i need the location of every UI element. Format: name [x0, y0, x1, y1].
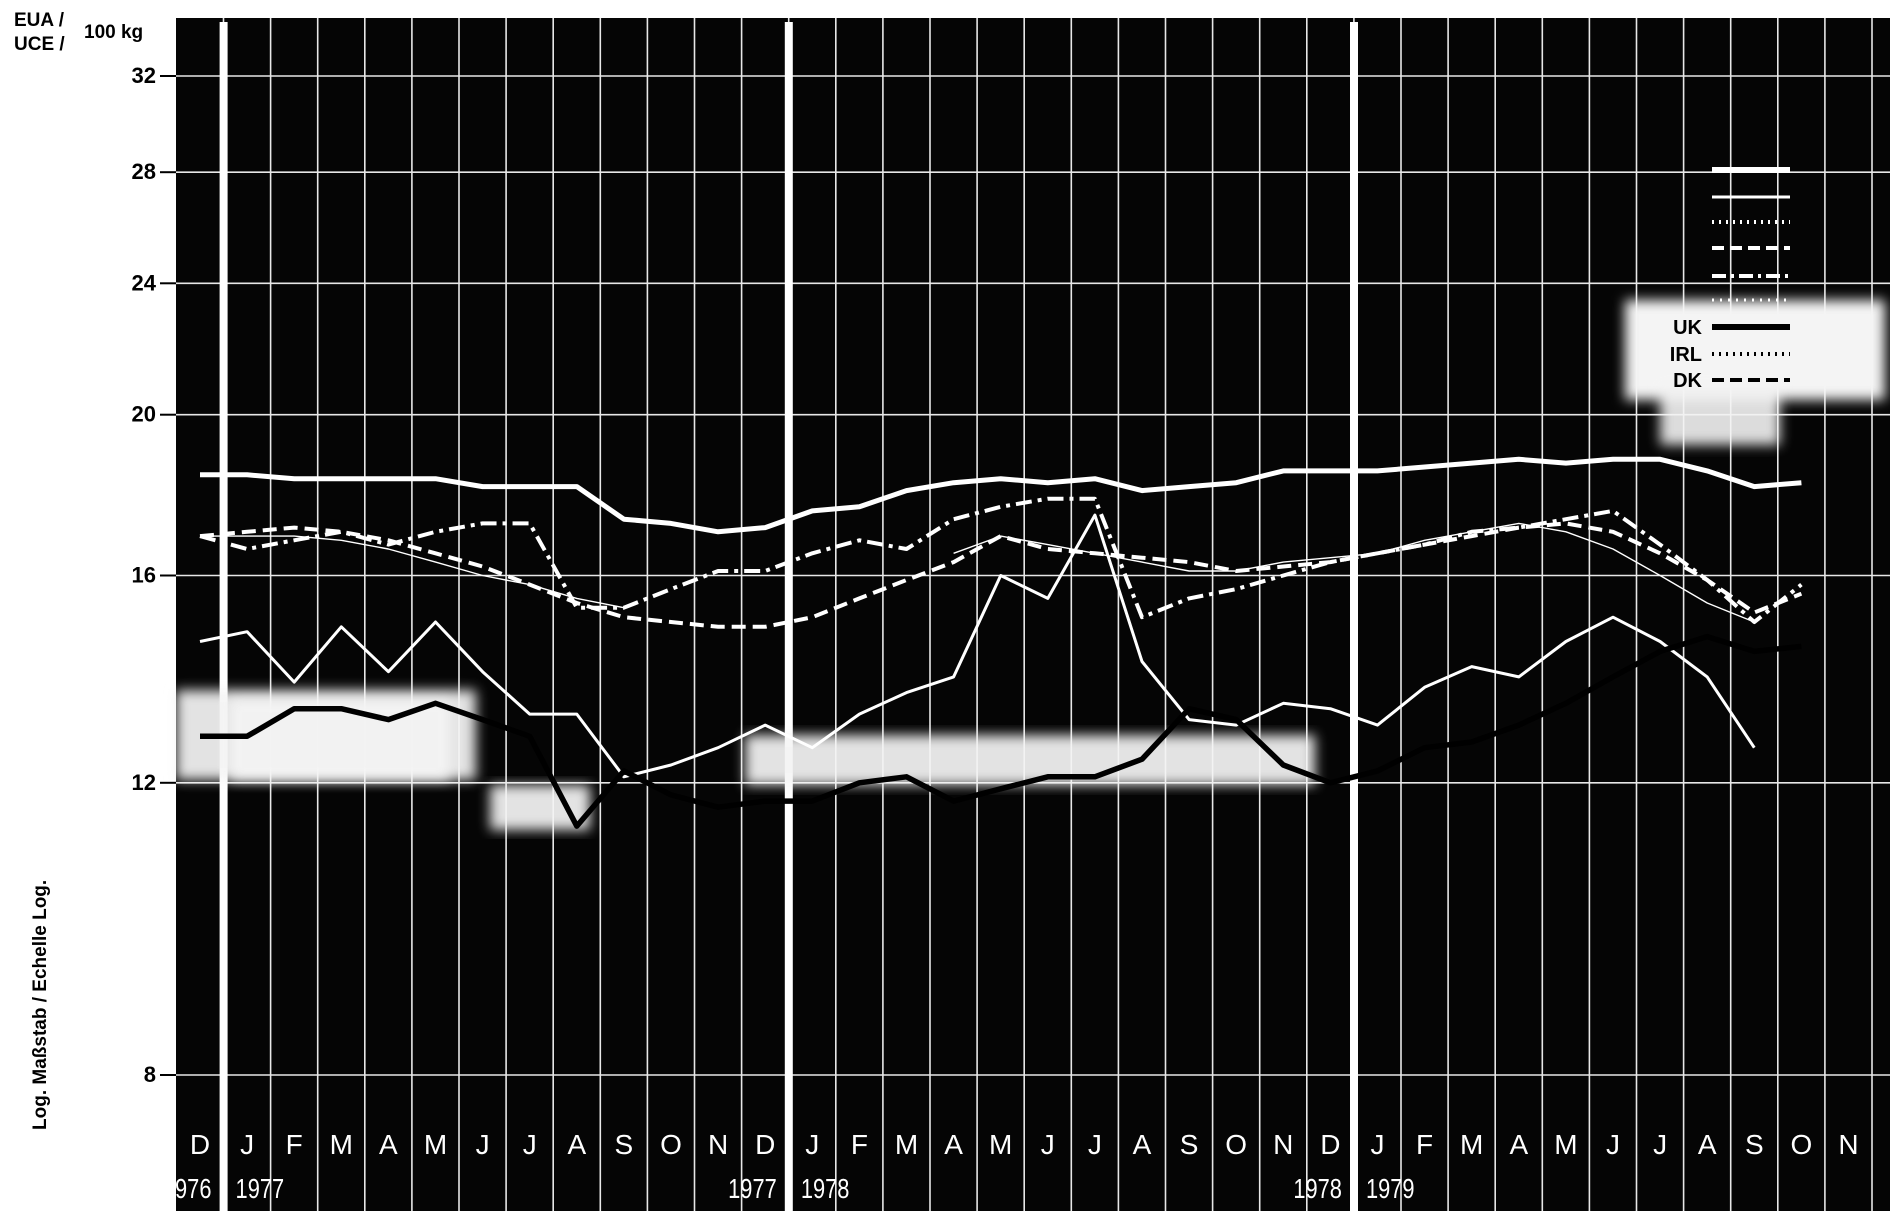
x-tick-label: M [1460, 1129, 1483, 1160]
y-tick-label: 20 [132, 402, 156, 427]
x-tick-label: A [379, 1129, 398, 1160]
y-tick-label: 28 [132, 159, 156, 184]
x-tick-label: F [851, 1129, 868, 1160]
series-line-thick [200, 456, 1802, 535]
x-tick-label: D [1320, 1129, 1340, 1160]
legend: UK IRL DK [1625, 167, 1885, 445]
x-tick-label: D [755, 1129, 775, 1160]
series-line-uk [200, 633, 1802, 829]
series-line-thin [953, 522, 1755, 623]
x-tick-label: N [708, 1129, 728, 1160]
x-tick-label: N [1838, 1129, 1858, 1160]
x-tick-label: F [1416, 1129, 1433, 1160]
x-tick-label: M [424, 1129, 447, 1160]
year-label: 1979 [1366, 1173, 1415, 1204]
series-line-medium [199, 513, 1756, 779]
x-tick-label: S [1180, 1129, 1199, 1160]
plot-area [176, 18, 1890, 1211]
x-tick-label: A [1133, 1129, 1152, 1160]
year-label: 976 [175, 1173, 211, 1204]
x-tick-label: J [805, 1129, 819, 1160]
x-tick-label: J [1041, 1129, 1055, 1160]
year-divider [219, 22, 228, 1211]
x-tick-label: J [1653, 1129, 1667, 1160]
x-tick-label: M [1554, 1129, 1577, 1160]
year-divider [784, 22, 793, 1211]
year-label: 1977 [728, 1173, 777, 1204]
x-tick-label: A [567, 1129, 586, 1160]
legend-box [1660, 385, 1780, 445]
y-axis-title: Log. Maßstab / Echelle Log. [30, 880, 51, 1130]
x-tick-label: A [1698, 1129, 1717, 1160]
x-tick-label: J [1606, 1129, 1620, 1160]
x-tick-label: J [1088, 1129, 1102, 1160]
y-unit-suffix: 100 kg [84, 22, 143, 43]
series-line-thin [200, 535, 625, 609]
series-layer [199, 456, 1803, 829]
year-label: 1978 [801, 1173, 850, 1204]
x-tick-label: F [286, 1129, 303, 1160]
y-tick-label: 32 [132, 63, 156, 88]
y-tick-label: 16 [132, 563, 156, 588]
legend-label: IRL [1670, 344, 1702, 366]
y-axis: 8 12 16 20 24 28 32 [132, 63, 176, 1087]
x-tick-label: S [615, 1129, 634, 1160]
y-tick-label: 24 [132, 270, 157, 295]
x-tick-label: O [1791, 1129, 1813, 1160]
year-label: 1977 [236, 1173, 285, 1204]
x-tick-label: N [1273, 1129, 1293, 1160]
y-unit-line-1: EUA / [14, 10, 65, 31]
y-tick-label: 12 [132, 770, 156, 795]
x-tick-label: J [523, 1129, 537, 1160]
x-tick-label: J [476, 1129, 490, 1160]
x-tick-label: J [240, 1129, 254, 1160]
highlight-band [176, 690, 1315, 830]
y-tick-label: 8 [144, 1062, 156, 1087]
year-label: 1978 [1293, 1173, 1342, 1204]
year-divider [1350, 22, 1358, 1211]
x-tick-label: O [660, 1129, 682, 1160]
x-tick-label: J [1371, 1129, 1385, 1160]
series-line-dashdot [199, 496, 1803, 624]
x-tick-label: O [1225, 1129, 1247, 1160]
legend-label: UK [1673, 317, 1702, 339]
y-unit-line-2: UCE / [14, 34, 65, 55]
x-tick-label: M [989, 1129, 1012, 1160]
highlight-patch [745, 735, 1315, 785]
x-tick-label: A [1509, 1129, 1528, 1160]
x-tick-label: M [895, 1129, 918, 1160]
year-dividers [219, 22, 1358, 1211]
x-tick-label: D [190, 1129, 210, 1160]
legend-label: DK [1673, 370, 1702, 392]
x-tick-label: S [1745, 1129, 1764, 1160]
x-tick-label: M [330, 1129, 353, 1160]
x-tick-label: A [944, 1129, 963, 1160]
legend-box [1625, 300, 1885, 400]
